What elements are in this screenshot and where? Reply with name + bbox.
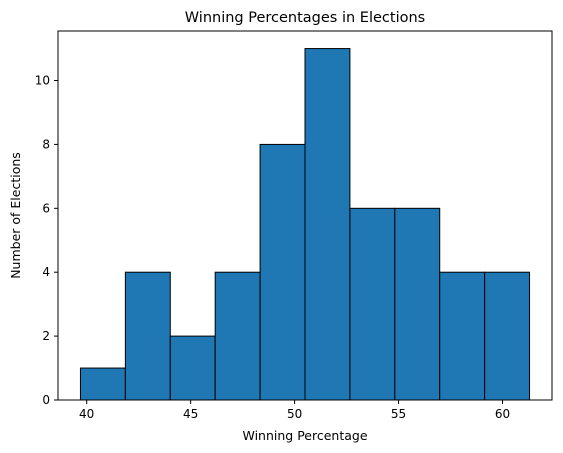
histogram-bar	[349, 207, 396, 401]
y-tick-label: 6	[42, 201, 50, 215]
histogram-bar	[304, 48, 351, 401]
y-axis-label: Number of Elections	[8, 152, 23, 279]
bars-group	[79, 48, 531, 401]
x-tick-label: 60	[495, 407, 510, 421]
y-tick-label: 0	[42, 393, 50, 407]
x-axis-ticks: 40 45 50 55 60	[79, 400, 510, 421]
y-tick-label: 2	[42, 329, 50, 343]
x-tick-label: 50	[287, 407, 302, 421]
y-tick-label: 4	[42, 265, 50, 279]
histogram-bar	[124, 271, 171, 401]
x-axis-label: Winning Percentage	[242, 428, 367, 443]
plot-frame	[57, 30, 553, 401]
chart-title: Winning Percentages in Elections	[185, 10, 425, 26]
x-tick-label: 55	[391, 407, 406, 421]
histogram-bar	[439, 271, 486, 401]
x-tick-label: 40	[79, 407, 94, 421]
y-tick-label: 10	[35, 74, 50, 88]
histogram-bar	[169, 335, 216, 401]
histogram-bar	[79, 367, 126, 401]
histogram-bar	[394, 207, 441, 401]
histogram-bar	[214, 271, 261, 401]
histogram-bar	[259, 143, 306, 401]
y-tick-label: 8	[42, 137, 50, 151]
histogram-bar	[484, 271, 531, 401]
y-axis-ticks: 0 2 4 6 8 10	[35, 74, 58, 407]
x-tick-label: 45	[183, 407, 198, 421]
